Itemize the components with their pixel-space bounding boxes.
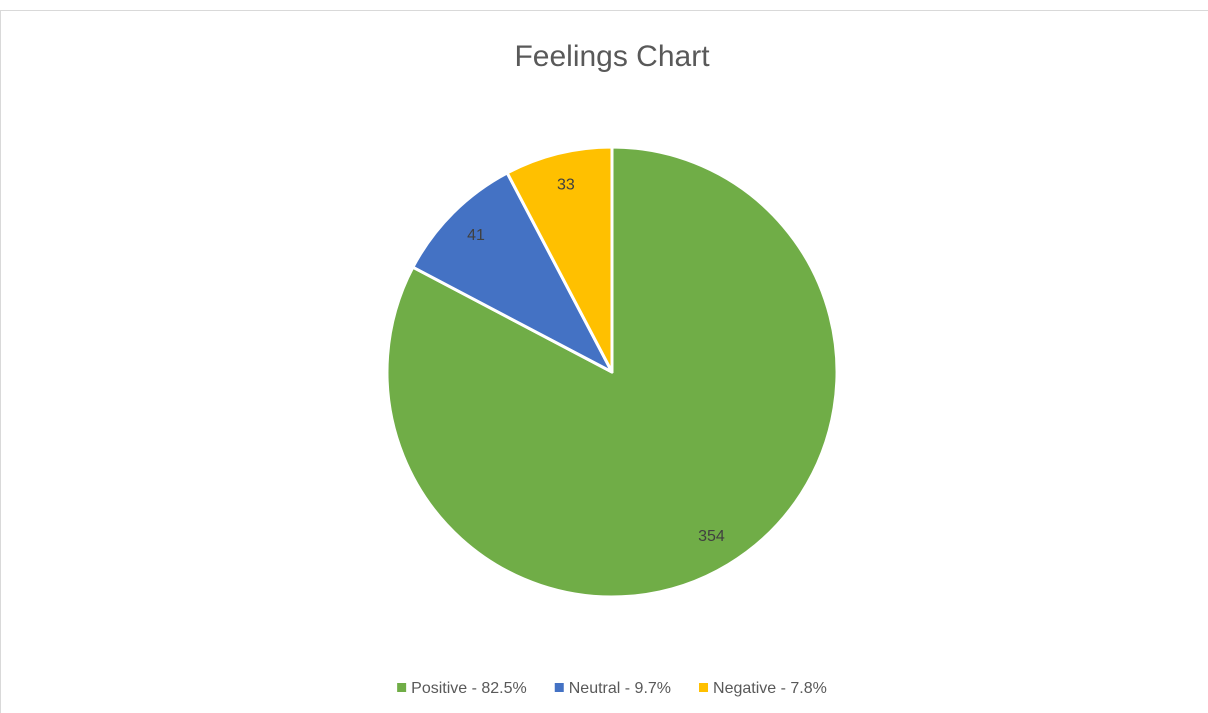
data-label: 41 xyxy=(467,227,485,244)
pie-slice xyxy=(411,171,614,374)
chart-title: Feelings Chart xyxy=(514,40,710,73)
pie-slice xyxy=(505,145,614,374)
data-label: 354 xyxy=(698,528,725,545)
legend-label: Negative - 7.8% xyxy=(713,680,827,697)
legend: Positive - 82.5% Neutral - 9.7% Negative -… xyxy=(397,680,827,697)
data-labels: 354 41 33 xyxy=(467,176,725,544)
legend-label: Positive - 82.5% xyxy=(411,680,527,697)
legend-swatch xyxy=(397,683,407,692)
pie xyxy=(385,145,839,599)
legend-swatch xyxy=(699,683,709,692)
legend-label: Neutral - 9.7% xyxy=(569,680,671,697)
chart-border xyxy=(0,10,1208,713)
legend-swatch xyxy=(554,683,564,692)
data-label: 33 xyxy=(557,176,575,193)
